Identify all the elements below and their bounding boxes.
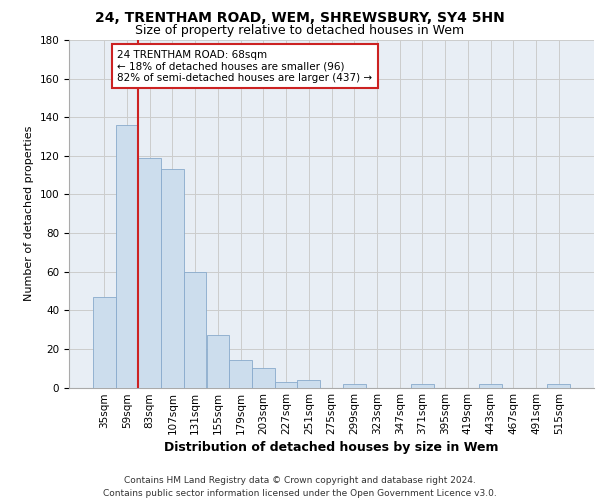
- X-axis label: Distribution of detached houses by size in Wem: Distribution of detached houses by size …: [164, 442, 499, 454]
- Bar: [298, 380, 320, 388]
- Bar: [161, 170, 184, 388]
- Bar: [206, 336, 229, 388]
- Bar: [229, 360, 252, 388]
- Bar: [275, 382, 298, 388]
- Bar: [93, 297, 116, 388]
- Bar: [252, 368, 275, 388]
- Text: 24 TRENTHAM ROAD: 68sqm
← 18% of detached houses are smaller (96)
82% of semi-de: 24 TRENTHAM ROAD: 68sqm ← 18% of detache…: [117, 50, 373, 83]
- Text: 24, TRENTHAM ROAD, WEM, SHREWSBURY, SY4 5HN: 24, TRENTHAM ROAD, WEM, SHREWSBURY, SY4 …: [95, 11, 505, 25]
- Bar: [479, 384, 502, 388]
- Bar: [116, 125, 139, 388]
- Bar: [184, 272, 206, 388]
- Bar: [547, 384, 570, 388]
- Text: Contains HM Land Registry data © Crown copyright and database right 2024.
Contai: Contains HM Land Registry data © Crown c…: [103, 476, 497, 498]
- Bar: [411, 384, 434, 388]
- Text: Size of property relative to detached houses in Wem: Size of property relative to detached ho…: [136, 24, 464, 37]
- Bar: [139, 158, 161, 388]
- Y-axis label: Number of detached properties: Number of detached properties: [24, 126, 34, 302]
- Bar: [343, 384, 365, 388]
